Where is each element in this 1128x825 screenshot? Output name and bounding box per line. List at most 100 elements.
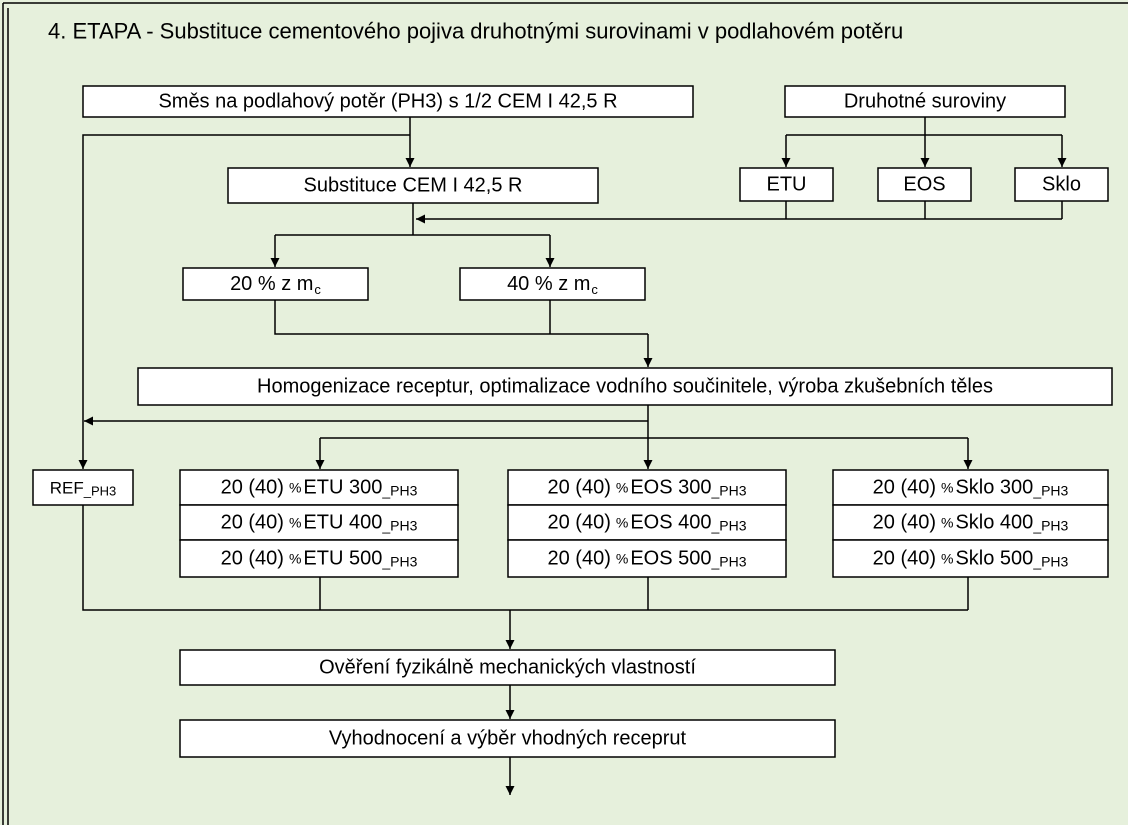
variant-text: 20 (40)% ETU 400_PH3 (221, 512, 418, 534)
variant-text: 20 (40)% EOS 500_PH3 (547, 548, 746, 570)
variant-text: 20 (40)% Sklo 400_PH3 (873, 512, 1069, 534)
variant-part: EOS 300 (630, 477, 711, 499)
level-text: 40 % z mc (507, 273, 598, 297)
variant-text: 20 (40)% Sklo 500_PH3 (873, 548, 1069, 570)
variant-part: % (941, 551, 953, 567)
variant-part: % (941, 480, 953, 496)
secondary-part: Druhotné suroviny (844, 91, 1006, 113)
title: 4. ETAPA - Substituce cementového pojiva… (48, 19, 903, 44)
variant-part: % (616, 480, 628, 496)
variant-part: 20 (40) (547, 512, 610, 534)
variant-part: ETU 300 (303, 477, 382, 499)
variant-box (507, 504, 787, 541)
line (786, 117, 1062, 136)
level-box (182, 267, 369, 301)
variant-part: _PH3 (710, 554, 746, 570)
homogenization-box (137, 367, 1113, 406)
variant-part: 20 (40) (873, 548, 936, 570)
variant-part: 20 (40) (873, 477, 936, 499)
variant-part: _PH3 (381, 554, 417, 570)
material-part: Sklo (1042, 174, 1081, 196)
variant-part: EOS 400 (630, 512, 711, 534)
substitution-text: Substituce CEM I 42,5 R (304, 175, 523, 197)
line (82, 505, 969, 611)
mix-part: Směs na podlahový potěr (PH3) s 1/2 CEM … (158, 91, 617, 113)
material-text: EOS (903, 174, 945, 196)
variant-box (179, 469, 459, 506)
reference-part: _PH3 (83, 483, 117, 498)
variant-part: _PH3 (710, 483, 746, 499)
variant-part: 20 (40) (873, 512, 936, 534)
variant-part: Sklo 300 (955, 477, 1033, 499)
variant-box (179, 539, 459, 578)
variant-part: % (289, 480, 301, 496)
material-part: ETU (767, 174, 807, 196)
verification-box (179, 649, 836, 686)
variant-text: 20 (40)% ETU 500_PH3 (221, 548, 418, 570)
secondary-box (784, 85, 1066, 118)
variant-part: 20 (40) (547, 477, 610, 499)
level-part: 20 % z m (230, 273, 313, 295)
verification-text: Ověření fyzikálně mechanických vlastnost… (319, 657, 696, 679)
variant-box (832, 539, 1109, 578)
material-box (739, 167, 834, 202)
reference-part: REF (50, 478, 84, 497)
level-box (459, 267, 646, 301)
substitution-part: Substituce CEM I 42,5 R (304, 175, 523, 197)
variant-text: 20 (40)% Sklo 300_PH3 (873, 477, 1069, 499)
mix-text: Směs na podlahový potěr (PH3) s 1/2 CEM … (158, 91, 617, 113)
variant-part: 20 (40) (547, 548, 610, 570)
variant-part: _PH3 (1032, 554, 1068, 570)
variant-part: % (289, 515, 301, 531)
secondary-text: Druhotné suroviny (844, 91, 1006, 113)
arrow (78, 134, 410, 469)
verification-part: Ověření fyzikálně mechanických vlastnost… (319, 657, 696, 679)
variant-part: _PH3 (381, 483, 417, 499)
variant-box (507, 469, 787, 506)
variant-part: ETU 500 (303, 548, 382, 570)
variant-part: _PH3 (710, 518, 746, 534)
variant-part: EOS 500 (630, 548, 711, 570)
variant-text: 20 (40)% ETU 300_PH3 (221, 477, 418, 499)
level-part: c (591, 282, 598, 297)
variant-box (832, 504, 1109, 541)
variant-part: % (616, 515, 628, 531)
variant-text: 20 (40)% EOS 400_PH3 (547, 512, 746, 534)
evaluation-box (179, 719, 836, 758)
variant-part: % (941, 515, 953, 531)
evaluation-part: Vyhodnocení a výběr vhodných receprut (329, 728, 687, 750)
variant-part: 20 (40) (221, 512, 284, 534)
reference-box (32, 469, 134, 506)
variant-text: 20 (40)% EOS 300_PH3 (547, 477, 746, 499)
variant-part: Sklo 400 (955, 512, 1033, 534)
reference-text: REF_PH3 (50, 478, 117, 498)
variant-part: Sklo 500 (955, 548, 1033, 570)
variant-part: _PH3 (381, 518, 417, 534)
line (274, 300, 648, 335)
variant-part: 20 (40) (221, 477, 284, 499)
variant-part: _PH3 (1032, 483, 1068, 499)
material-part: EOS (903, 174, 945, 196)
connectors (78, 117, 1067, 795)
evaluation-text: Vyhodnocení a výběr vhodných receprut (329, 728, 687, 750)
material-text: Sklo (1042, 174, 1081, 196)
variant-part: 20 (40) (221, 548, 284, 570)
homogenization-text: Homogenizace receptur, optimalizace vodn… (257, 376, 993, 398)
level-part: 40 % z m (507, 273, 590, 295)
level-text: 20 % z mc (230, 273, 321, 297)
line (785, 201, 1063, 219)
variant-part: % (616, 551, 628, 567)
variant-part: ETU 400 (303, 512, 382, 534)
homogenization-part: Homogenizace receptur, optimalizace vodn… (257, 376, 993, 398)
variant-box (507, 539, 787, 578)
material-text: ETU (767, 174, 807, 196)
level-part: c (314, 282, 321, 297)
variant-box (832, 469, 1109, 506)
variant-part: % (289, 551, 301, 567)
line (275, 203, 550, 236)
mix-box (82, 85, 694, 118)
variant-part: _PH3 (1032, 518, 1068, 534)
